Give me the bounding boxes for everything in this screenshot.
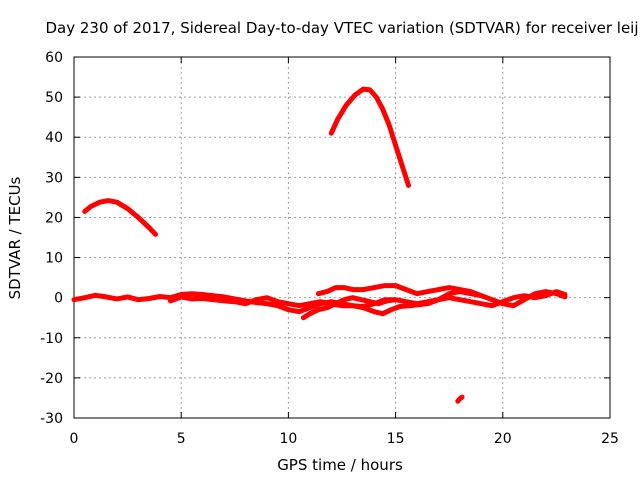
y-tick-label: 50 <box>45 90 63 106</box>
x-tick-label: 20 <box>494 431 512 447</box>
plot-frame <box>73 56 611 419</box>
x-axis-label: GPS time / hours <box>277 456 403 474</box>
chart-title: Day 230 of 2017, Sidereal Day-to-day VTE… <box>45 19 638 37</box>
x-tick-label: 15 <box>387 431 405 447</box>
y-tick-label: -10 <box>40 331 63 347</box>
y-tick-label: -30 <box>40 411 63 427</box>
y-tick-label: 10 <box>45 251 63 267</box>
y-tick-label: 0 <box>54 291 63 307</box>
y-axis-label: SDTVAR / TECUs <box>6 176 24 299</box>
axis-ticks: 0 5 10 15 20 25 -30 -20 -10 0 10 20 30 40 50 60 <box>40 50 619 447</box>
x-tick-label: 10 <box>279 431 297 447</box>
x-tick-label: 0 <box>70 431 79 447</box>
series-upper-track <box>315 283 484 299</box>
series-baseline-b <box>168 289 568 309</box>
series-group <box>71 86 568 404</box>
x-tick-label: 5 <box>177 431 186 447</box>
x-tick-label: 25 <box>601 431 619 447</box>
series-arc-1 <box>82 198 158 237</box>
y-tick-label: -20 <box>40 371 63 387</box>
series-arc-2 <box>328 86 411 188</box>
y-tick-label: 60 <box>45 50 63 66</box>
series-lower-track <box>300 295 399 321</box>
y-tick-label: 30 <box>45 170 63 186</box>
y-tick-label: 20 <box>45 210 63 226</box>
y-tick-label: 40 <box>45 130 63 146</box>
series-isolated-point <box>455 394 465 404</box>
